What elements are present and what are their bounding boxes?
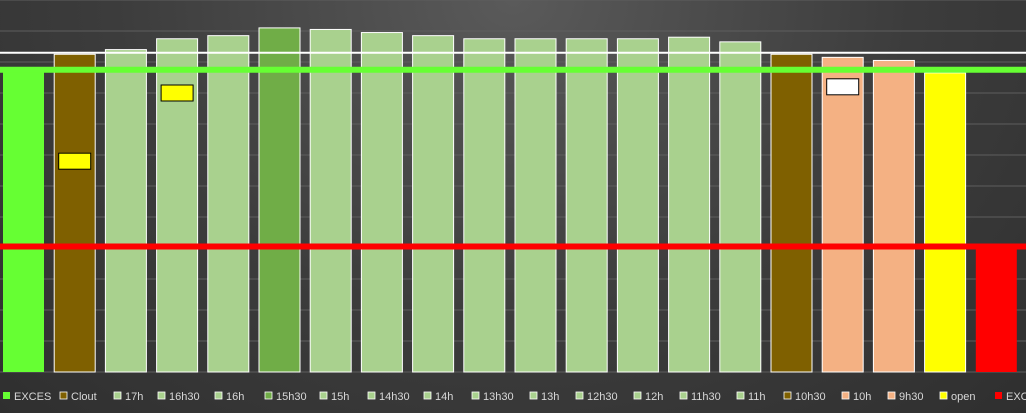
bar-15h — [309, 28, 352, 373]
legend-label: 14h — [435, 391, 453, 403]
legend-item: 14h — [423, 391, 453, 403]
legend-label: EXCES — [14, 391, 51, 403]
marker-point — [58, 152, 92, 170]
bar-open — [924, 72, 967, 373]
legend-swatch — [319, 391, 328, 400]
legend-item: open — [939, 391, 975, 403]
bar-clout — [53, 53, 96, 373]
legend-swatch — [471, 391, 480, 400]
legend-swatch — [423, 391, 432, 400]
bar-exces — [3, 68, 44, 372]
legend-label: 15h — [331, 391, 349, 403]
legend-swatch — [783, 391, 792, 400]
legend-swatch — [887, 391, 896, 400]
legend-label: open — [951, 391, 975, 403]
legend-swatch — [157, 391, 166, 400]
legend-swatch — [113, 391, 122, 400]
legend-label: 13h30 — [483, 391, 514, 403]
bar-11h — [719, 41, 762, 373]
legend-item: 16h — [214, 391, 244, 403]
bar-17h — [104, 49, 147, 373]
legend-label: 12h — [645, 391, 663, 403]
bar-15h30 — [258, 27, 301, 373]
reference-lines — [0, 51, 1026, 250]
legend-swatch — [633, 391, 642, 400]
legend-swatch — [939, 391, 948, 400]
legend-swatch — [367, 391, 376, 400]
legend-item: 17h — [113, 391, 143, 403]
legend-item: 10h — [841, 391, 871, 403]
legend-label: 11h30 — [691, 391, 721, 403]
legend-item: 14h30 — [367, 391, 410, 403]
bar-exces — [975, 248, 1017, 372]
legend-label: Clout — [71, 391, 97, 403]
legend-swatch — [679, 391, 688, 400]
gridlines — [0, 0, 1026, 373]
legend-item: 15h30 — [264, 391, 307, 403]
legend-item: EXCES — [3, 391, 51, 403]
legend: EXCES Clout 17h 16h30 16h 15h30 15h 14h30 14h 13h… — [3, 391, 1026, 403]
legend-label: 15h30 — [276, 391, 307, 403]
legend-item: 9h30 — [887, 391, 923, 403]
legend-swatch — [841, 391, 850, 400]
legend-label: EXCES — [1006, 391, 1026, 403]
legend-item: EXCES — [995, 391, 1026, 403]
legend-label: 9h30 — [899, 391, 923, 403]
bar-12h30 — [565, 38, 608, 373]
bar-13h — [514, 38, 557, 373]
marker-point — [826, 78, 860, 96]
legend-label: 12h30 — [587, 391, 618, 403]
legend-item: 11h — [736, 391, 766, 403]
legend-item: 12h30 — [575, 391, 618, 403]
legend-label: 10h — [853, 391, 871, 403]
bar-10h — [821, 56, 864, 373]
legend-swatch — [995, 392, 1002, 399]
bar-14h30 — [360, 32, 403, 373]
legend-label: 14h30 — [379, 391, 410, 403]
legend-item: 11h30 — [679, 391, 721, 403]
bar-16h — [207, 35, 250, 373]
legend-item: 12h — [633, 391, 663, 403]
legend-label: 16h30 — [169, 391, 200, 403]
legend-swatch — [3, 392, 10, 399]
bar-11h30 — [668, 36, 711, 373]
bar-14h — [412, 35, 455, 373]
legend-item: 10h30 — [783, 391, 826, 403]
legend-item: 15h — [319, 391, 349, 403]
legend-item: 13h — [529, 391, 559, 403]
legend-swatch — [736, 391, 745, 400]
legend-label: 17h — [125, 391, 143, 403]
legend-item: 16h30 — [157, 391, 200, 403]
legend-swatch — [59, 391, 68, 400]
marker-point — [160, 84, 194, 102]
legend-label: 16h — [226, 391, 244, 403]
legend-label: 11h — [748, 391, 766, 403]
legend-swatch — [529, 391, 538, 400]
legend-label: 10h30 — [795, 391, 826, 403]
legend-swatch — [575, 391, 584, 400]
legend-item: 13h30 — [471, 391, 514, 403]
legend-label: 13h — [541, 391, 559, 403]
marker-series — [58, 78, 860, 170]
bar-12h — [616, 38, 659, 373]
bar-10h30 — [770, 53, 813, 373]
legend-item: Clout — [59, 391, 97, 403]
bar-13h30 — [463, 38, 506, 373]
bar-9h30 — [872, 59, 915, 373]
legend-swatch — [264, 391, 273, 400]
bar-series — [3, 27, 1017, 373]
legend-swatch — [214, 391, 223, 400]
